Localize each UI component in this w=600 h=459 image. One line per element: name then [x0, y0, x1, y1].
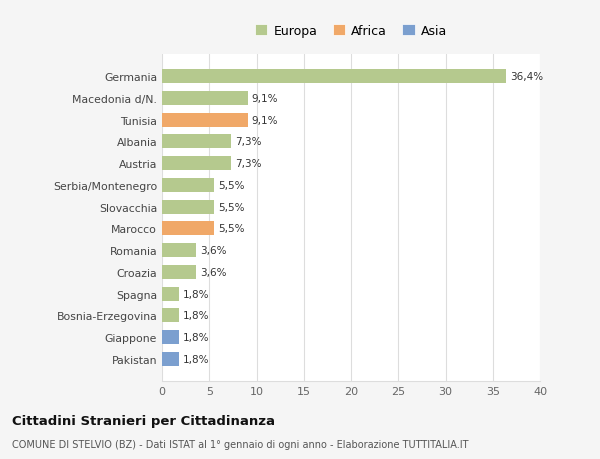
Bar [162, 92, 248, 106]
Text: 3,6%: 3,6% [200, 246, 226, 256]
Text: 1,8%: 1,8% [183, 332, 209, 342]
Bar [162, 113, 248, 128]
Bar [162, 70, 506, 84]
Text: 1,8%: 1,8% [183, 354, 209, 364]
Bar [162, 352, 179, 366]
Bar [162, 287, 179, 301]
Bar [162, 222, 214, 236]
Text: 36,4%: 36,4% [510, 72, 543, 82]
Bar [162, 135, 231, 149]
Bar [162, 330, 179, 344]
Text: Cittadini Stranieri per Cittadinanza: Cittadini Stranieri per Cittadinanza [12, 414, 275, 428]
Text: 5,5%: 5,5% [218, 202, 244, 212]
Text: 1,8%: 1,8% [183, 311, 209, 321]
Bar [162, 200, 214, 214]
Text: 9,1%: 9,1% [252, 115, 278, 125]
Bar [162, 157, 231, 171]
Bar [162, 308, 179, 323]
Text: 7,3%: 7,3% [235, 137, 261, 147]
Text: 9,1%: 9,1% [252, 94, 278, 104]
Text: 7,3%: 7,3% [235, 159, 261, 169]
Bar [162, 244, 196, 257]
Bar [162, 265, 196, 280]
Text: 3,6%: 3,6% [200, 267, 226, 277]
Legend: Europa, Africa, Asia: Europa, Africa, Asia [253, 22, 449, 40]
Text: 5,5%: 5,5% [218, 180, 244, 190]
Bar [162, 179, 214, 192]
Text: 1,8%: 1,8% [183, 289, 209, 299]
Text: 5,5%: 5,5% [218, 224, 244, 234]
Text: COMUNE DI STELVIO (BZ) - Dati ISTAT al 1° gennaio di ogni anno - Elaborazione TU: COMUNE DI STELVIO (BZ) - Dati ISTAT al 1… [12, 440, 469, 449]
